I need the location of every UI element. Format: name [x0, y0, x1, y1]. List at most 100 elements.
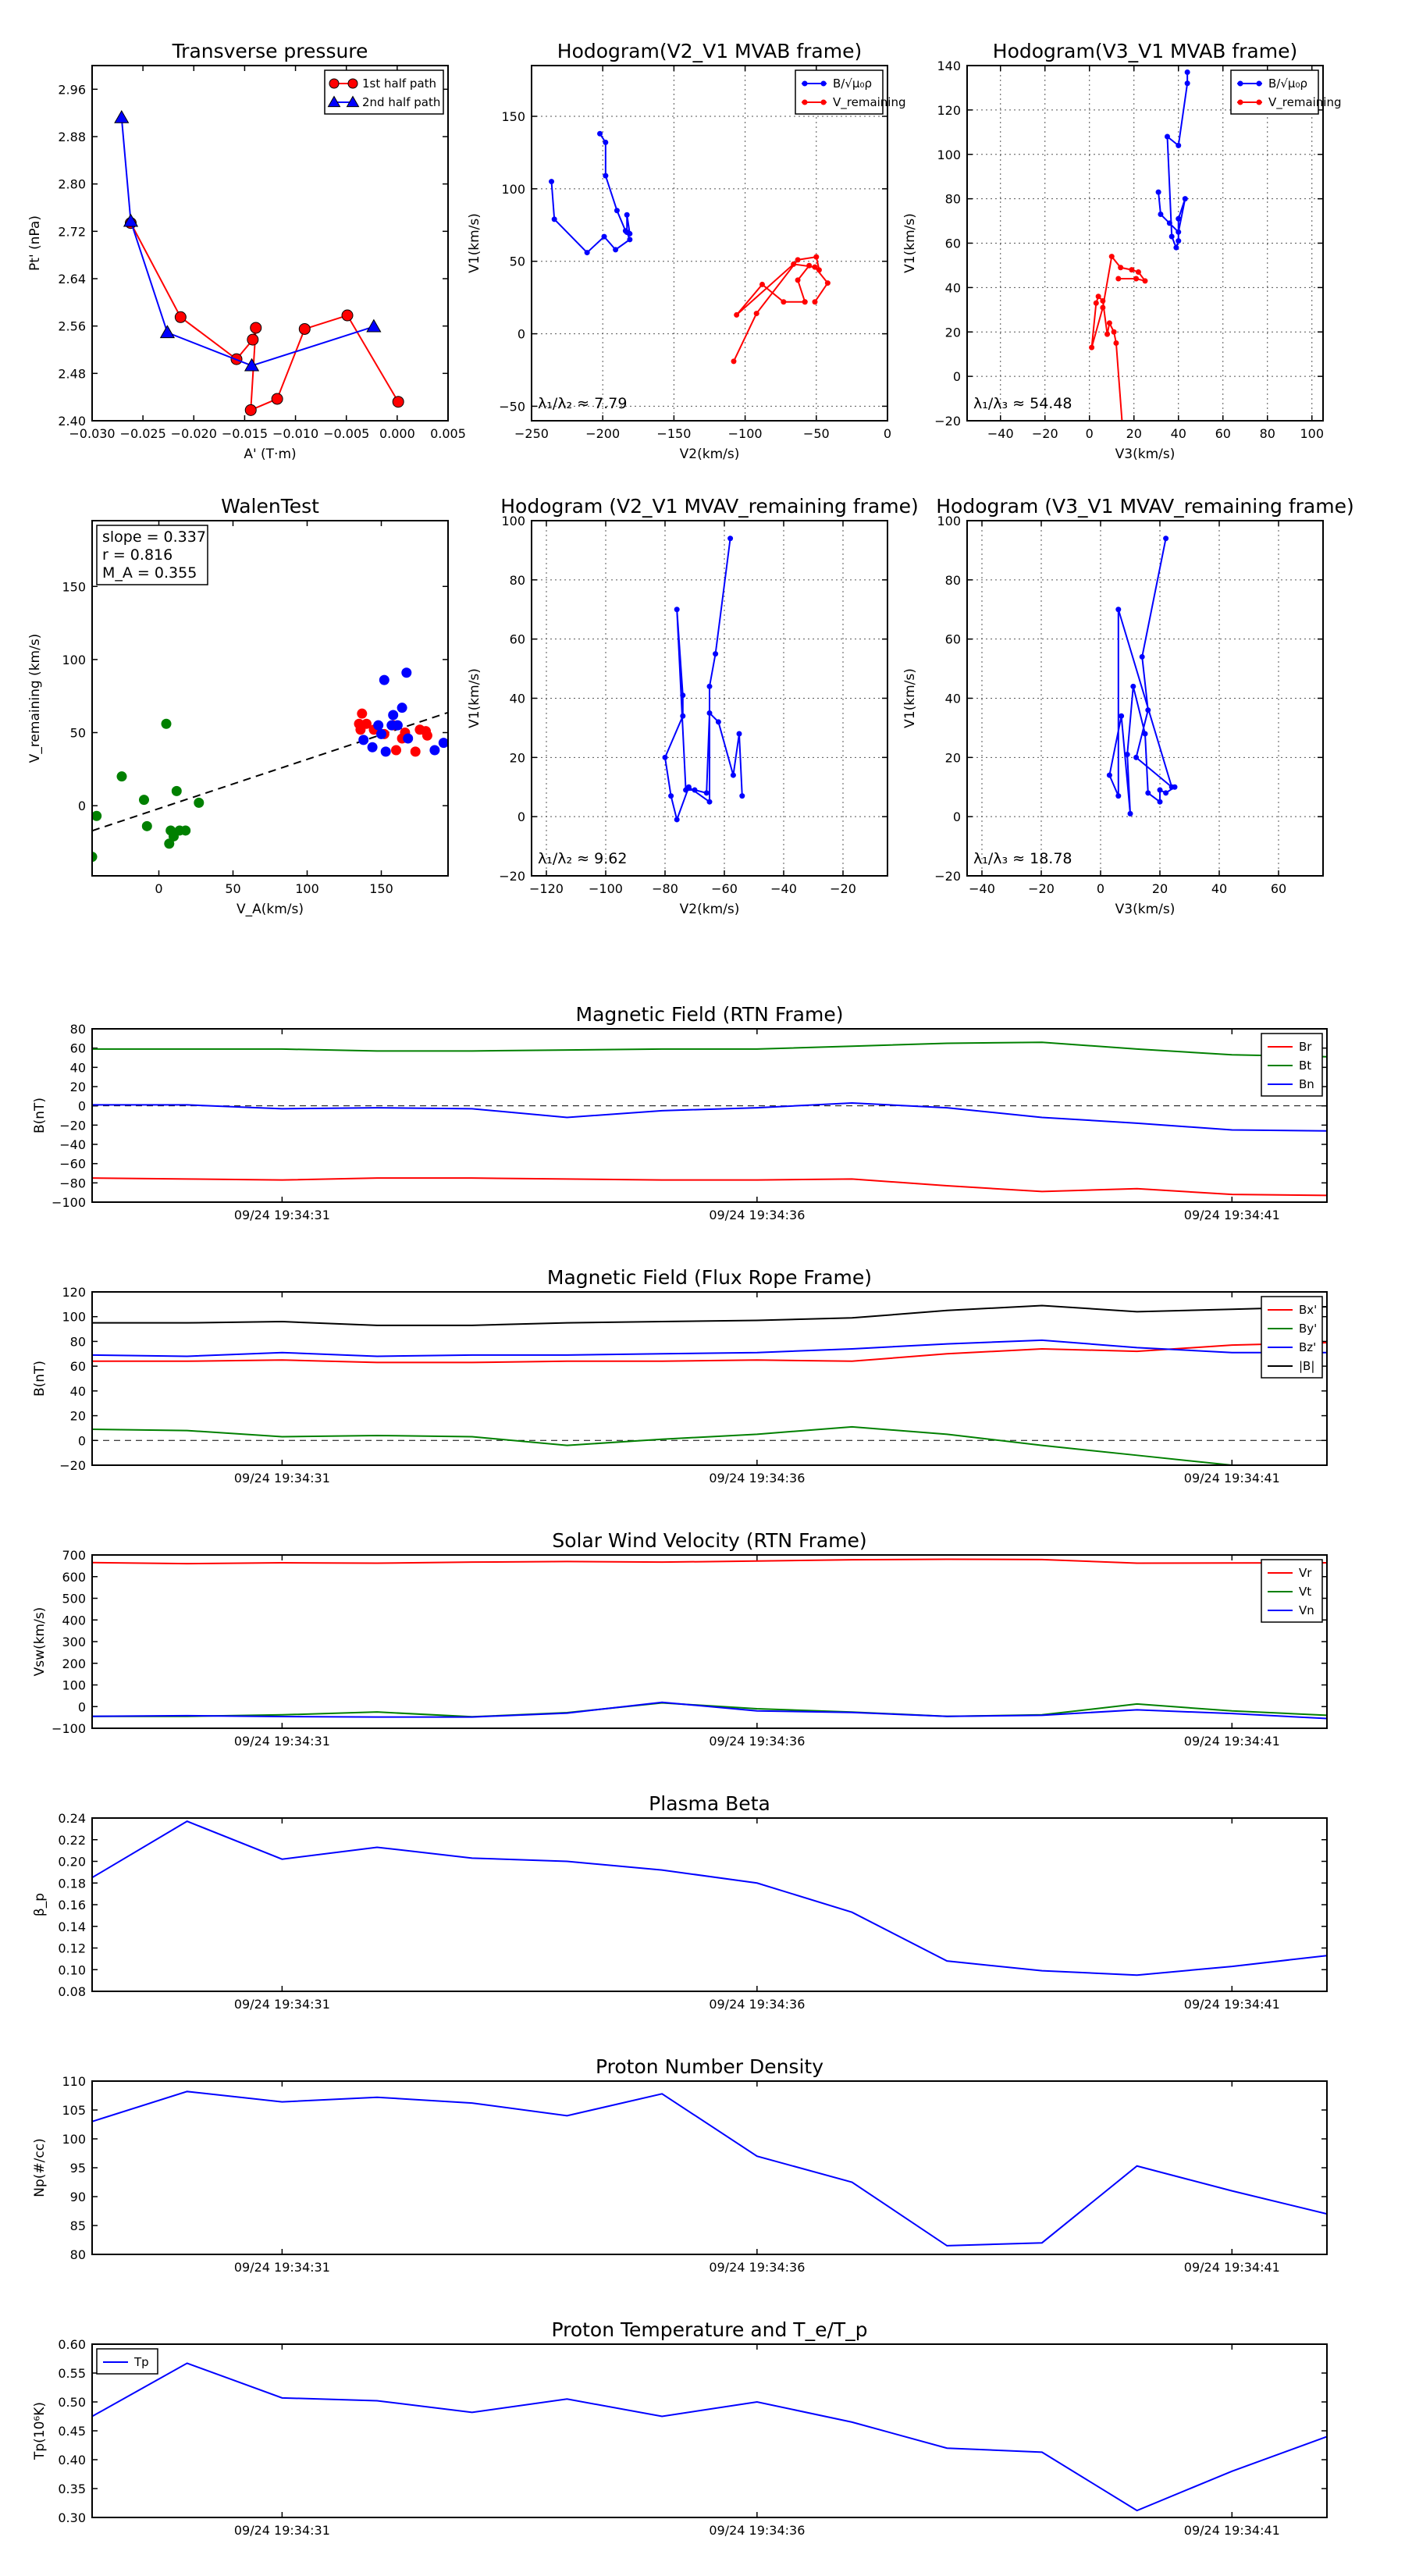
y-tick-label: 20 — [70, 1080, 86, 1094]
series-line-Br — [92, 1177, 1327, 1197]
y-tick-label: 80 — [510, 573, 525, 588]
legend-marker — [1256, 99, 1262, 105]
point-V_remaining — [731, 358, 737, 365]
stats-line: r = 0.816 — [102, 546, 173, 564]
x-tick-label: 09/24 19:34:31 — [234, 2260, 330, 2275]
x-tick-label: 09/24 19:34:41 — [1184, 1734, 1280, 1749]
point-V_remaining — [753, 311, 759, 317]
x-tick-label: 09/24 19:34:36 — [709, 2523, 805, 2538]
y-tick-label: 400 — [62, 1613, 86, 1628]
point-B/√μ₀ρ — [551, 216, 557, 222]
chart-title: Hodogram (V2_V1 MVAV_remaining frame) — [500, 495, 919, 518]
y-tick-label: 2.88 — [58, 130, 86, 144]
chart-p2: −250 −200 −150 −100 −50 0 −50 0 50 100 150 Hodogram… — [467, 40, 906, 462]
y-tick-label: 2.40 — [58, 414, 86, 429]
plot-area — [1089, 69, 1190, 435]
plot-area — [114, 109, 404, 416]
legend: B/√μ₀ρ V_remaining — [1230, 69, 1342, 115]
point-V_remaining — [802, 299, 808, 305]
chart-title: Magnetic Field (Flux Rope Frame) — [547, 1266, 872, 1289]
point-V_remaining — [795, 257, 801, 263]
point-V_remaining — [1129, 267, 1135, 273]
point-B/√μ₀ρ — [1184, 69, 1190, 76]
scatter-point-green — [161, 718, 172, 729]
y-tick-label: 80 — [70, 2247, 86, 2262]
y-tick-label: 2.56 — [58, 319, 86, 334]
chart-title: Proton Temperature and T_e/T_p — [551, 2318, 867, 2341]
x-tick-label: −100 — [589, 881, 623, 896]
scatter-point-blue — [388, 710, 399, 720]
point-trajectory — [668, 793, 674, 799]
y-tick-label: 20 — [945, 750, 961, 765]
point-V_remaining — [1120, 429, 1126, 435]
axes-frame — [91, 520, 449, 877]
point-V_remaining — [1115, 276, 1122, 282]
x-tick-label: −100 — [728, 426, 763, 441]
y-tick-label: 2.48 — [58, 366, 86, 381]
y-tick-label: 60 — [70, 1359, 86, 1374]
y-tick-label: 100 — [937, 514, 961, 528]
point-V_remaining — [1093, 300, 1099, 306]
y-tick-label: −20 — [499, 869, 525, 884]
x-tick-label: 09/24 19:34:41 — [1184, 2523, 1280, 2538]
point-B/√μ₀ρ — [627, 237, 633, 243]
point-trajectory — [739, 793, 745, 799]
point-V_remaining — [1113, 340, 1119, 346]
x-tick-label: −20 — [1032, 426, 1058, 441]
scatter-point-green — [139, 795, 149, 806]
scatter-point-blue — [429, 745, 440, 756]
legend-marker — [820, 99, 827, 105]
y-axis-label: Np(#/cc) — [32, 2138, 48, 2197]
y-tick-label: 0.18 — [58, 1876, 86, 1891]
axes-frame — [91, 1291, 1328, 1466]
axes-frame — [91, 2343, 1328, 2518]
x-tick-label: 0 — [1097, 881, 1104, 896]
marker-1st half path — [174, 311, 187, 323]
y-axis-label: B(nT) — [32, 1361, 48, 1397]
legend-marker — [346, 95, 360, 108]
chart-title: WalenTest — [221, 495, 319, 518]
x-tick-label: −150 — [656, 426, 691, 441]
series-line-beta — [92, 1820, 1327, 1976]
point-trajectory — [662, 754, 668, 760]
y-tick-label: 50 — [70, 726, 86, 741]
series-line-Bt — [92, 1041, 1327, 1058]
axes-frame — [91, 1817, 1328, 1992]
scatter-point-red — [391, 745, 401, 756]
x-tick-label: −60 — [711, 881, 738, 896]
y-tick-label: 600 — [62, 1570, 86, 1585]
scatter-point-red — [361, 718, 372, 729]
marker-2nd half path — [159, 325, 176, 339]
point-trajectory — [1157, 799, 1163, 805]
y-tick-label: 0 — [518, 327, 525, 342]
point-trajectory — [706, 710, 713, 716]
x-tick-label: 09/24 19:34:31 — [234, 1734, 330, 1749]
x-axis-label: A' (T·m) — [244, 447, 296, 462]
chart-title: Hodogram(V2_V1 MVAB frame) — [557, 40, 862, 62]
scatter-point-blue — [367, 742, 378, 753]
legend-label: Tp — [133, 2355, 149, 2369]
scatter-point-green — [180, 825, 191, 836]
point-B/√μ₀ρ — [1165, 133, 1170, 140]
stats-line: M_A = 0.355 — [102, 564, 197, 582]
y-tick-label: 40 — [510, 692, 525, 706]
plot-area — [92, 667, 448, 863]
point-trajectory — [1119, 713, 1125, 719]
point-trajectory — [1163, 535, 1169, 542]
plot-area — [92, 1558, 1327, 1720]
scatter-point-blue — [376, 728, 386, 739]
marker-1st half path — [250, 322, 262, 334]
point-trajectory — [1145, 707, 1151, 713]
marker-2nd half path — [114, 109, 130, 123]
point-trajectory — [713, 651, 719, 657]
point-B/√μ₀ρ — [1173, 244, 1179, 251]
y-tick-label: 0 — [78, 799, 86, 813]
point-trajectory — [1157, 787, 1163, 793]
x-axis-label: V2(km/s) — [680, 447, 740, 462]
y-axis-label: B(nT) — [32, 1098, 48, 1133]
x-tick-label: 09/24 19:34:36 — [709, 1208, 805, 1222]
plot-area — [92, 2090, 1327, 2247]
point-trajectory — [1172, 784, 1178, 790]
point-trajectory — [1163, 790, 1169, 796]
y-tick-label: 0 — [78, 1099, 86, 1114]
